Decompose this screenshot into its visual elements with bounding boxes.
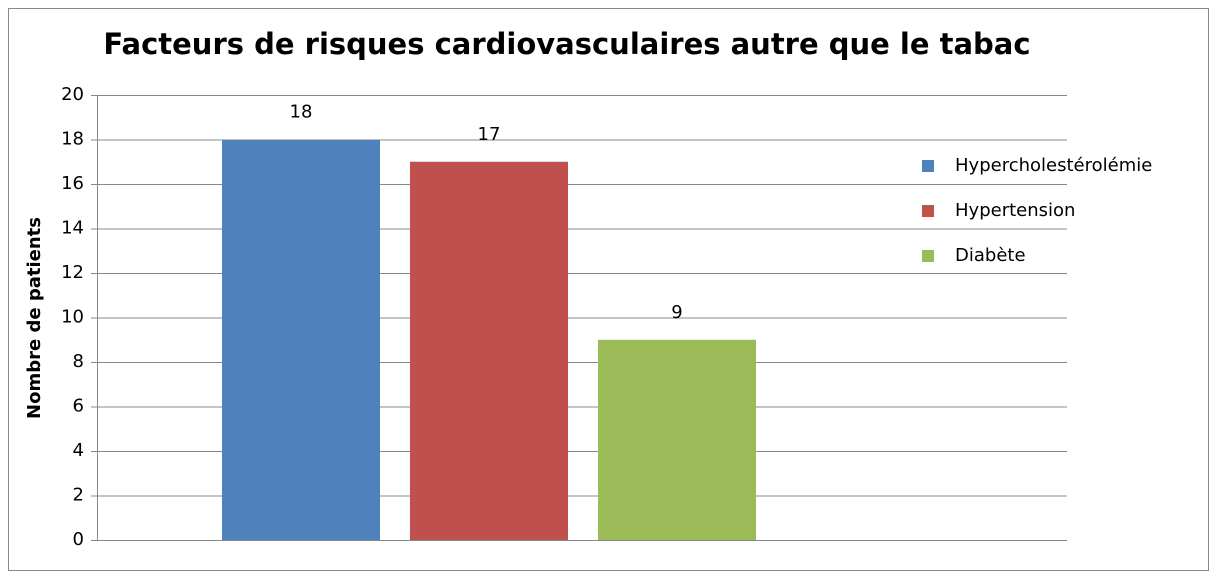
y-tick-label: 20: [61, 84, 84, 105]
legend-label: Hypertension: [955, 200, 1075, 221]
y-tick-label: 8: [73, 351, 84, 372]
y-tick-label: 6: [73, 396, 84, 417]
legend-swatch: [922, 160, 934, 172]
legend-label: Hypercholestérolémie: [955, 155, 1152, 176]
legend-label: Diabète: [955, 245, 1026, 266]
y-axis-label: Nombre de patients: [24, 217, 45, 419]
chart-title: Facteurs de risques cardiovasculaires au…: [103, 27, 1030, 61]
data-label: 18: [290, 102, 313, 123]
y-tick-label: 16: [61, 173, 84, 194]
y-tick-label: 10: [61, 307, 84, 328]
bar: [410, 161, 568, 540]
y-tick-label: 12: [61, 262, 84, 283]
y-tick-label: 0: [73, 529, 84, 550]
data-label: 9: [671, 302, 682, 323]
y-tick-label: 14: [61, 218, 84, 239]
legend-swatch: [922, 205, 934, 217]
legend-swatch: [922, 250, 934, 262]
y-tick-label: 18: [61, 129, 84, 150]
bar: [598, 339, 756, 540]
y-tick-label: 2: [73, 485, 84, 506]
data-label: 17: [478, 124, 501, 145]
y-tick-label: 4: [73, 440, 84, 461]
bar: [222, 139, 380, 540]
